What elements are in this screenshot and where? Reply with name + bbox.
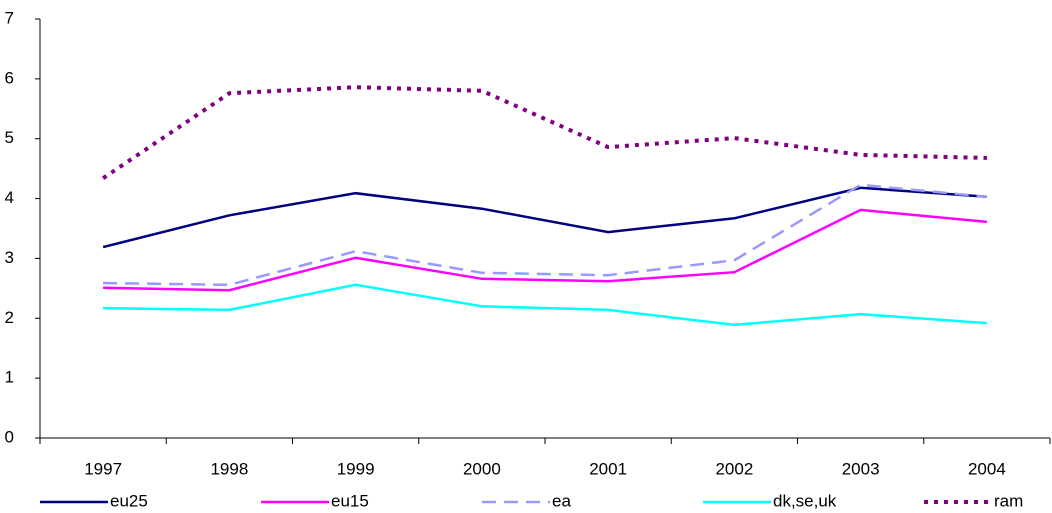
x-tick-label: 1999 xyxy=(337,459,375,478)
legend-label: dk,se,uk xyxy=(773,491,837,510)
series-line xyxy=(103,283,987,327)
series-line xyxy=(101,85,987,180)
y-tick-label: 7 xyxy=(5,8,14,27)
x-tick-label: 1998 xyxy=(210,459,248,478)
y-tick-label: 3 xyxy=(5,248,14,267)
y-tick-label: 5 xyxy=(5,128,14,147)
legend-label: eu15 xyxy=(331,491,369,510)
x-tick-label: 2002 xyxy=(715,459,753,478)
x-tick-label: 2003 xyxy=(842,459,880,478)
series-line xyxy=(102,186,987,249)
y-tick-label: 6 xyxy=(5,68,14,87)
x-tick-label: 2001 xyxy=(589,459,627,478)
legend-label: ea xyxy=(552,491,571,510)
series-line xyxy=(103,183,988,287)
x-tick-label: 2000 xyxy=(463,459,501,478)
y-tick-label: 4 xyxy=(5,188,14,207)
x-tick-label: 1997 xyxy=(84,459,122,478)
legend-label: eu25 xyxy=(110,491,148,510)
series-line xyxy=(103,208,988,292)
legend-label: ram xyxy=(994,491,1023,510)
y-tick-label: 2 xyxy=(5,308,14,327)
x-tick-label: 2004 xyxy=(968,459,1006,478)
y-tick-label: 1 xyxy=(5,368,14,387)
y-tick-label: 0 xyxy=(5,427,14,446)
